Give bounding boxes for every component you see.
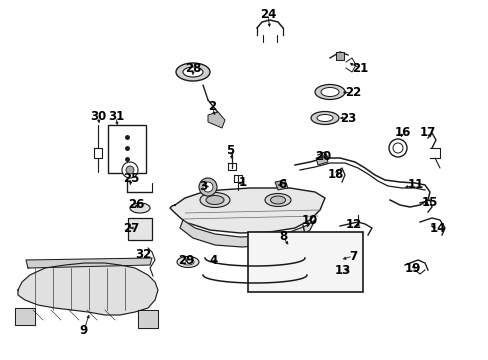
Ellipse shape — [205, 195, 224, 204]
Text: 3: 3 — [199, 180, 206, 193]
Text: 16: 16 — [394, 126, 410, 139]
Text: 5: 5 — [225, 144, 234, 157]
Text: 8: 8 — [278, 230, 286, 243]
Text: 1: 1 — [239, 176, 246, 189]
Text: 31: 31 — [108, 111, 124, 123]
Text: 19: 19 — [404, 261, 420, 274]
Bar — [128, 218, 152, 240]
Polygon shape — [26, 258, 152, 268]
Polygon shape — [138, 310, 158, 328]
Text: 24: 24 — [259, 8, 276, 21]
Text: 15: 15 — [421, 197, 437, 210]
Ellipse shape — [176, 63, 209, 81]
Text: 17: 17 — [419, 126, 435, 139]
Ellipse shape — [177, 256, 199, 267]
Text: 20: 20 — [314, 150, 330, 163]
Text: 10: 10 — [301, 213, 318, 226]
Text: 12: 12 — [345, 219, 362, 231]
Text: 27: 27 — [122, 221, 139, 234]
Circle shape — [203, 182, 213, 192]
Ellipse shape — [270, 196, 285, 204]
Ellipse shape — [310, 112, 338, 125]
Text: 2: 2 — [207, 100, 216, 113]
Text: 4: 4 — [209, 255, 218, 267]
Ellipse shape — [320, 87, 338, 96]
Text: 22: 22 — [344, 86, 360, 99]
Ellipse shape — [183, 67, 203, 77]
Polygon shape — [315, 155, 327, 165]
Ellipse shape — [130, 203, 150, 213]
Polygon shape — [180, 220, 314, 247]
Ellipse shape — [264, 194, 290, 207]
Text: 32: 32 — [135, 248, 151, 261]
Ellipse shape — [316, 114, 332, 122]
Text: 29: 29 — [178, 253, 194, 266]
Text: 25: 25 — [122, 171, 139, 184]
Text: 26: 26 — [127, 198, 144, 211]
Text: 18: 18 — [327, 168, 344, 181]
Circle shape — [126, 166, 134, 174]
Text: 11: 11 — [407, 179, 423, 192]
Ellipse shape — [182, 259, 194, 265]
Text: 28: 28 — [184, 62, 201, 75]
Ellipse shape — [314, 85, 345, 99]
Circle shape — [199, 178, 217, 196]
Text: 13: 13 — [334, 264, 350, 276]
Text: 21: 21 — [351, 62, 367, 75]
Polygon shape — [274, 180, 287, 190]
Ellipse shape — [200, 193, 229, 207]
Polygon shape — [207, 112, 224, 128]
Text: 7: 7 — [348, 249, 356, 262]
Text: 23: 23 — [339, 112, 355, 125]
Bar — [108, 125, 146, 173]
Polygon shape — [170, 188, 325, 233]
Polygon shape — [15, 308, 35, 325]
Text: 9: 9 — [80, 324, 88, 337]
Text: 6: 6 — [277, 179, 285, 192]
Circle shape — [122, 162, 138, 178]
Polygon shape — [18, 263, 158, 315]
Bar — [247, 232, 362, 292]
Text: 14: 14 — [429, 221, 445, 234]
Text: 30: 30 — [90, 111, 106, 123]
